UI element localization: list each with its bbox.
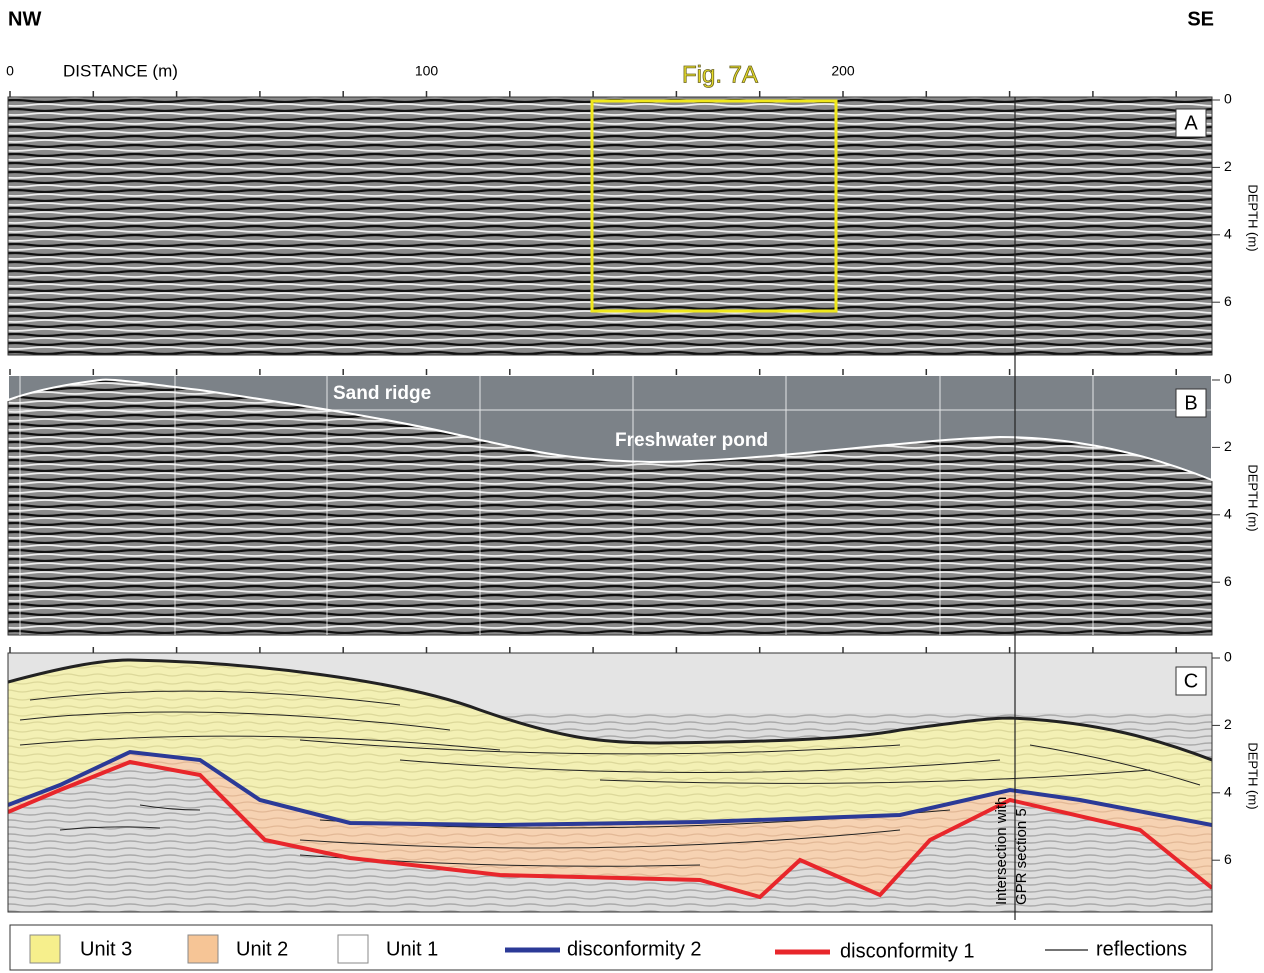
figure: NW SE DISTANCE (m) Fig. 7A Sand ridge Fr… [0,0,1264,973]
distance-tick-label: 200 [831,63,855,79]
legend-label: Unit 2 [236,938,288,960]
panel-c-content [8,653,1212,912]
depth-label: DEPTH (m) [1246,184,1261,251]
legend-label: Unit 1 [386,938,438,960]
distance-tick-label: 0 [6,63,14,79]
panel-letter: B [1184,392,1197,414]
depth-tick-label: 0 [1224,91,1232,107]
depth-tick-label: 4 [1224,506,1232,522]
depth-label: DEPTH (m) [1246,464,1261,531]
depth-tick-label: 0 [1224,371,1232,387]
legend-label: Unit 3 [80,938,132,960]
figure-ref: Fig. 7A [682,61,758,88]
annotation: Freshwater pond [615,430,768,451]
panel-a [8,97,1212,355]
depth-tick-label: 2 [1224,716,1232,732]
annotation: Intersection with [993,797,1010,905]
depth-label: DEPTH (m) [1246,742,1261,809]
legend-label: disconformity 2 [567,938,702,960]
panel-letter: C [1184,670,1198,692]
distance-tick-label: 100 [415,63,439,79]
depth-tick-label: 2 [1224,158,1232,174]
panel-letter: A [1184,112,1198,134]
depth-tick-label: 6 [1224,573,1232,589]
depth-tick-label: 2 [1224,438,1232,454]
nw-label: NW [8,8,41,30]
depth-tick-label: 6 [1224,851,1232,867]
depth-tick-label: 6 [1224,293,1232,309]
depth-tick-label: 0 [1224,649,1232,665]
annotation: Sand ridge [333,383,431,404]
depth-tick-label: 4 [1224,784,1232,800]
distance-label: DISTANCE (m) [63,61,178,80]
depth-tick-label: 4 [1224,226,1232,242]
se-label: SE [1187,8,1214,30]
legend-label: reflections [1096,938,1187,960]
legend-label: disconformity 1 [840,940,975,962]
